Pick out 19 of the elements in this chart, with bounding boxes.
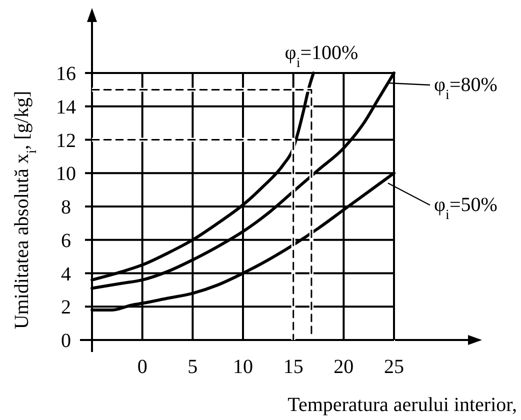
y-tick-label: 12 bbox=[56, 130, 76, 152]
y-tick-label: 6 bbox=[61, 230, 71, 252]
y-tick-label: 0 bbox=[61, 330, 71, 352]
x-tick-label: 20 bbox=[334, 356, 354, 378]
x-tick-label: 15 bbox=[283, 356, 304, 378]
y-tick-label: 2 bbox=[61, 296, 71, 319]
x-tick-label: 10 bbox=[233, 356, 253, 378]
y-tick-label: 14 bbox=[56, 96, 76, 118]
y-tick-label: 16 bbox=[56, 63, 76, 85]
y-tick-label: 10 bbox=[56, 163, 76, 186]
legend-label: φ$_{i}$=50% bbox=[434, 194, 498, 223]
x-tick-label: 25 bbox=[384, 356, 404, 378]
series-label: φ$_{i}$=100% bbox=[284, 42, 358, 70]
x-tick-label: 0 bbox=[137, 356, 148, 378]
x-tick-label: 5 bbox=[188, 356, 198, 378]
y-tick-label: 4 bbox=[61, 263, 71, 286]
y-tick-label: 8 bbox=[61, 196, 71, 218]
x-axis-title: Temperatura aerului interior, bbox=[288, 394, 517, 416]
legend-label: φ$_{i}$=80% bbox=[434, 74, 498, 102]
